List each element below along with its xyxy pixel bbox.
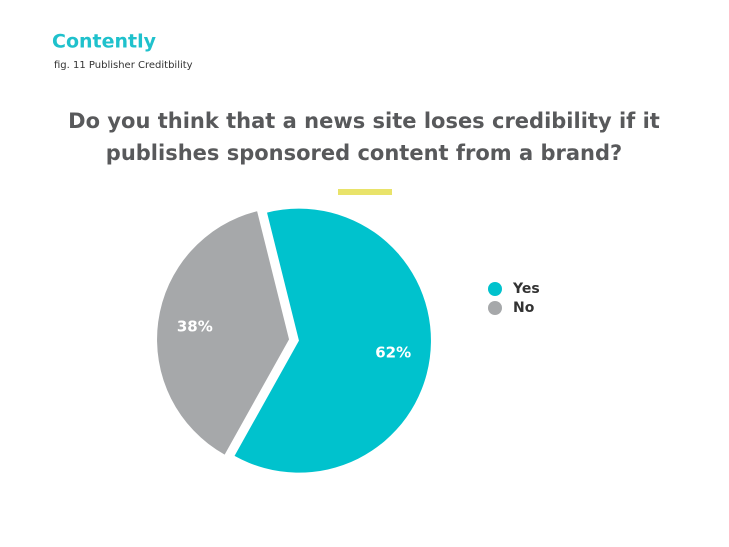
slice-label: 38% [177,317,213,335]
legend-marker [488,301,502,315]
slice-label: 62% [375,344,411,362]
chart-title: publishes sponsored content from a brand… [106,141,622,165]
brand-logo: Contently [52,31,157,53]
legend-marker [488,282,502,296]
legend-label: No [513,300,535,316]
pie-slice [234,208,431,473]
legend-label: Yes [512,281,540,297]
chart-title: Do you think that a news site loses cred… [68,109,660,133]
title-underline [338,189,392,195]
pie-slice [157,211,290,455]
figure-label: fig. 11 Publisher Creditbility [54,60,193,71]
